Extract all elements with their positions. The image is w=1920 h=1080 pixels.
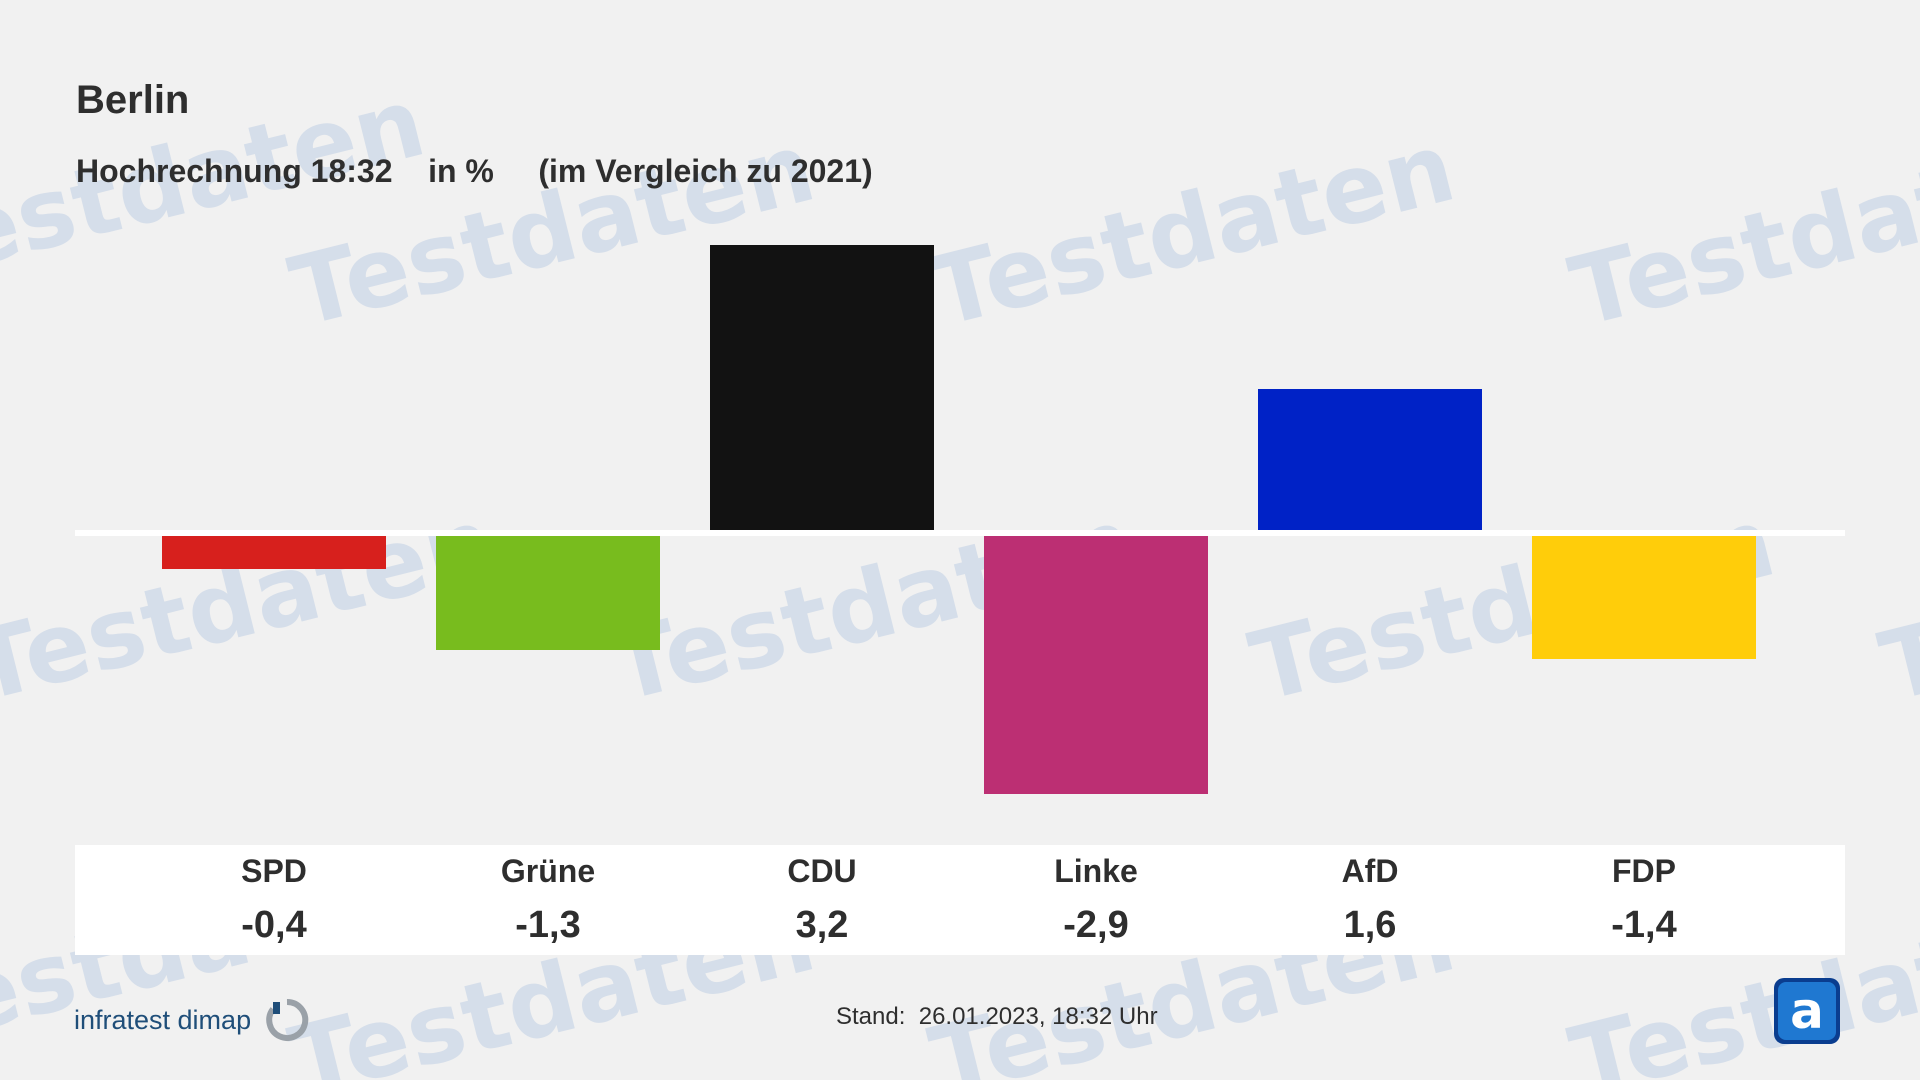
brand: infratest dimap <box>74 996 311 1044</box>
bar-fdp <box>1532 533 1756 659</box>
party-name: AfD <box>1341 853 1399 889</box>
party-label-cdu: CDU 3,2 <box>710 845 934 947</box>
party-value: 3,2 <box>795 904 849 946</box>
party-label-grüne: Grüne -1,3 <box>436 845 660 947</box>
party-name: Linke <box>1054 853 1138 889</box>
party-value: 1,6 <box>1343 904 1397 946</box>
zero-line <box>75 530 1845 536</box>
party-label-spd: SPD -0,4 <box>162 845 386 947</box>
chart-title: Berlin <box>76 78 190 122</box>
bar-linke <box>984 533 1208 794</box>
brand-name: infratest dimap <box>74 1004 252 1035</box>
party-label-linke: Linke -2,9 <box>984 845 1208 947</box>
svg-text:a: a <box>1790 982 1824 1040</box>
party-value: -1,4 <box>1611 904 1677 946</box>
party-value: -0,4 <box>241 904 307 946</box>
bar-spd <box>162 533 386 569</box>
infratest-dimap-logo-icon <box>266 998 309 1041</box>
bar-grüne <box>436 533 660 650</box>
timestamp: Stand: 26.01.2023, 18:32 Uhr <box>836 1003 1158 1030</box>
party-name: Grüne <box>500 853 596 889</box>
bar-afd <box>1258 389 1482 533</box>
party-name: CDU <box>787 853 857 889</box>
party-name: SPD <box>241 853 307 889</box>
party-label-panel: SPD -0,4 Grüne -1,3 CDU 3,2 Linke -2,9 AfD 1,6 FDP… <box>75 845 1845 955</box>
bar-cdu <box>710 245 934 533</box>
party-label-fdp: FDP -1,4 <box>1532 845 1756 947</box>
party-value: -2,9 <box>1063 904 1129 946</box>
bar-chart <box>75 245 1845 794</box>
ard-logo-icon: a <box>1774 978 1840 1044</box>
chart-subtitle: Hochrechnung 18:32 in % (im Vergleich zu… <box>76 153 873 189</box>
party-value: -1,3 <box>515 904 581 946</box>
party-name: FDP <box>1612 853 1676 889</box>
party-label-afd: AfD 1,6 <box>1258 845 1482 947</box>
